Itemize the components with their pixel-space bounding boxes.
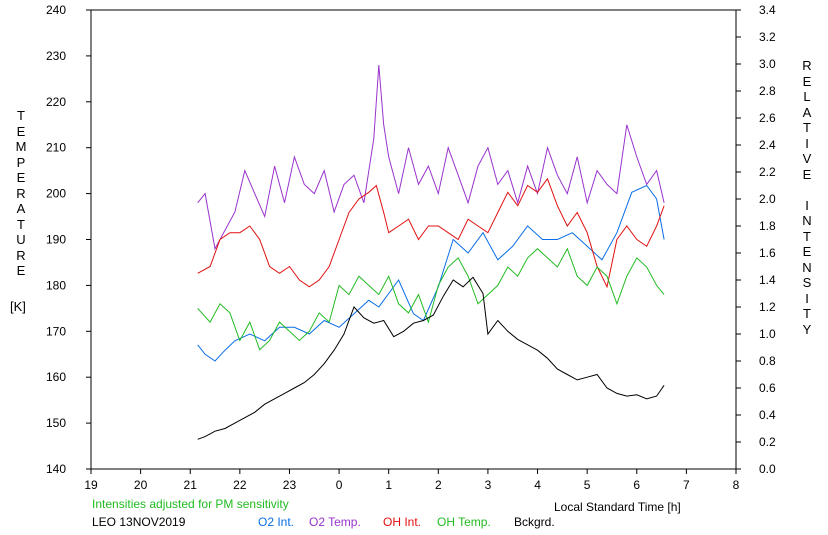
legend-o2-int: O2 Int.: [258, 515, 295, 529]
y-right-tick-label: 1.6: [759, 246, 776, 260]
title-letter: E: [16, 263, 26, 278]
title-letter: M: [15, 139, 27, 154]
y-right-tick-label: 3.2: [759, 30, 776, 44]
y-right-tick-label: 2.8: [759, 84, 776, 98]
title-letter: T: [17, 216, 25, 232]
title-letter: N: [802, 259, 812, 275]
series-line-3: [197, 247, 665, 351]
title-letter: P: [16, 154, 26, 170]
y-right-tick-label: 1.4: [759, 273, 776, 287]
x-tick-label: 0: [336, 478, 343, 492]
series-lines: [197, 65, 665, 440]
x-tick-label: 5: [584, 478, 591, 492]
y-left-tick-label: 190: [46, 233, 66, 247]
legend-oh-int: OH Int.: [383, 515, 422, 529]
x-tick-label: 3: [485, 478, 492, 492]
x-tick-label: 6: [633, 478, 640, 492]
title-letter: Y: [802, 321, 812, 337]
title-letter: N: [802, 213, 812, 228]
x-tick-label: 20: [134, 478, 148, 492]
y-right-tick-label: 2.6: [759, 111, 776, 125]
x-tick-label: 2: [435, 478, 442, 492]
series-line-4: [197, 276, 665, 440]
title-letter: R: [802, 58, 812, 73]
title-letter: S: [802, 275, 812, 290]
title-letter: E: [802, 166, 812, 182]
y-right-tick-label: 3.4: [759, 3, 776, 17]
plot-frame: [90, 9, 737, 470]
title-letter: U: [16, 232, 26, 247]
left-axis-unit: [K]: [10, 299, 26, 314]
y-left-tick-label: 210: [46, 141, 66, 155]
x-tick-label: 4: [534, 478, 541, 492]
adjust-note: Intensities adjusted for PM sensitivity: [92, 497, 289, 511]
y-right-tick-label: 0.2: [759, 435, 776, 449]
y-left-tick-label: 140: [46, 462, 66, 476]
axis-ticks: 19 20 21 22 23 0 1 2 3 4 5 6 7 8140150160170180190200…: [46, 3, 776, 492]
title-letter: E: [802, 244, 812, 259]
title-letter: R: [16, 247, 26, 263]
x-tick-label: 23: [283, 478, 297, 492]
series-line-1: [197, 65, 665, 251]
x-tick-label: 7: [683, 478, 690, 492]
y-right-tick-label: 1.8: [759, 219, 776, 233]
y-right-tick-label: 1.2: [759, 300, 776, 314]
legend-bckgrd: Bckgrd.: [514, 515, 555, 529]
y-left-tick-label: 220: [46, 95, 66, 109]
series-line-2: [197, 177, 665, 289]
title-letter: E: [16, 123, 26, 139]
title-letter: I: [805, 197, 809, 213]
title-letter: L: [803, 89, 811, 104]
title-letter: V: [802, 151, 812, 166]
y-right-tick-label: 0.6: [759, 381, 776, 395]
y-left-tick-label: 150: [46, 416, 66, 430]
title-letter: E: [802, 73, 812, 89]
y-left-tick-label: 200: [46, 187, 66, 201]
x-tick-label: 1: [385, 478, 392, 492]
y-left-tick-label: 180: [46, 278, 66, 292]
title-letter: I: [805, 135, 809, 151]
title-letter: E: [16, 170, 26, 185]
y-right-tick-label: 0.0: [759, 462, 776, 476]
y-right-tick-label: 0.8: [759, 354, 776, 368]
title-letter: I: [805, 290, 809, 306]
x-axis-label: Local Standard Time [h]: [554, 500, 681, 514]
y-left-tick-label: 230: [46, 49, 66, 63]
station-date: LEO 13NOV2019: [92, 515, 186, 529]
y-right-tick-label: 2.0: [759, 192, 776, 206]
title-letter: A: [16, 201, 26, 216]
title-letter: T: [17, 108, 25, 123]
x-tick-label: 22: [233, 478, 247, 492]
y-left-tick-label: 240: [46, 3, 66, 17]
y-right-tick-label: 2.2: [759, 165, 776, 179]
y-left-tick-label: 160: [46, 370, 66, 384]
title-letter: T: [803, 120, 811, 135]
y-right-tick-label: 1.0: [759, 327, 776, 341]
legend-oh-temp: OH Temp.: [437, 515, 491, 529]
y-left-tick-label: 170: [46, 324, 66, 338]
legend-o2-temp: O2 Temp.: [309, 515, 361, 529]
x-tick-label: 8: [733, 478, 740, 492]
x-tick-label: 19: [84, 478, 98, 492]
title-letter: [799, 182, 815, 198]
title-letter: R: [16, 185, 26, 201]
title-letter: T: [803, 228, 811, 244]
title-letter: T: [803, 306, 811, 321]
series-line-0: [197, 184, 665, 362]
x-tick-label: 21: [184, 478, 198, 492]
y-right-tick-label: 3.0: [759, 57, 776, 71]
title-letter: A: [802, 104, 812, 120]
y-right-tick-label: 2.4: [759, 138, 776, 152]
y-right-tick-label: 0.4: [759, 408, 776, 422]
